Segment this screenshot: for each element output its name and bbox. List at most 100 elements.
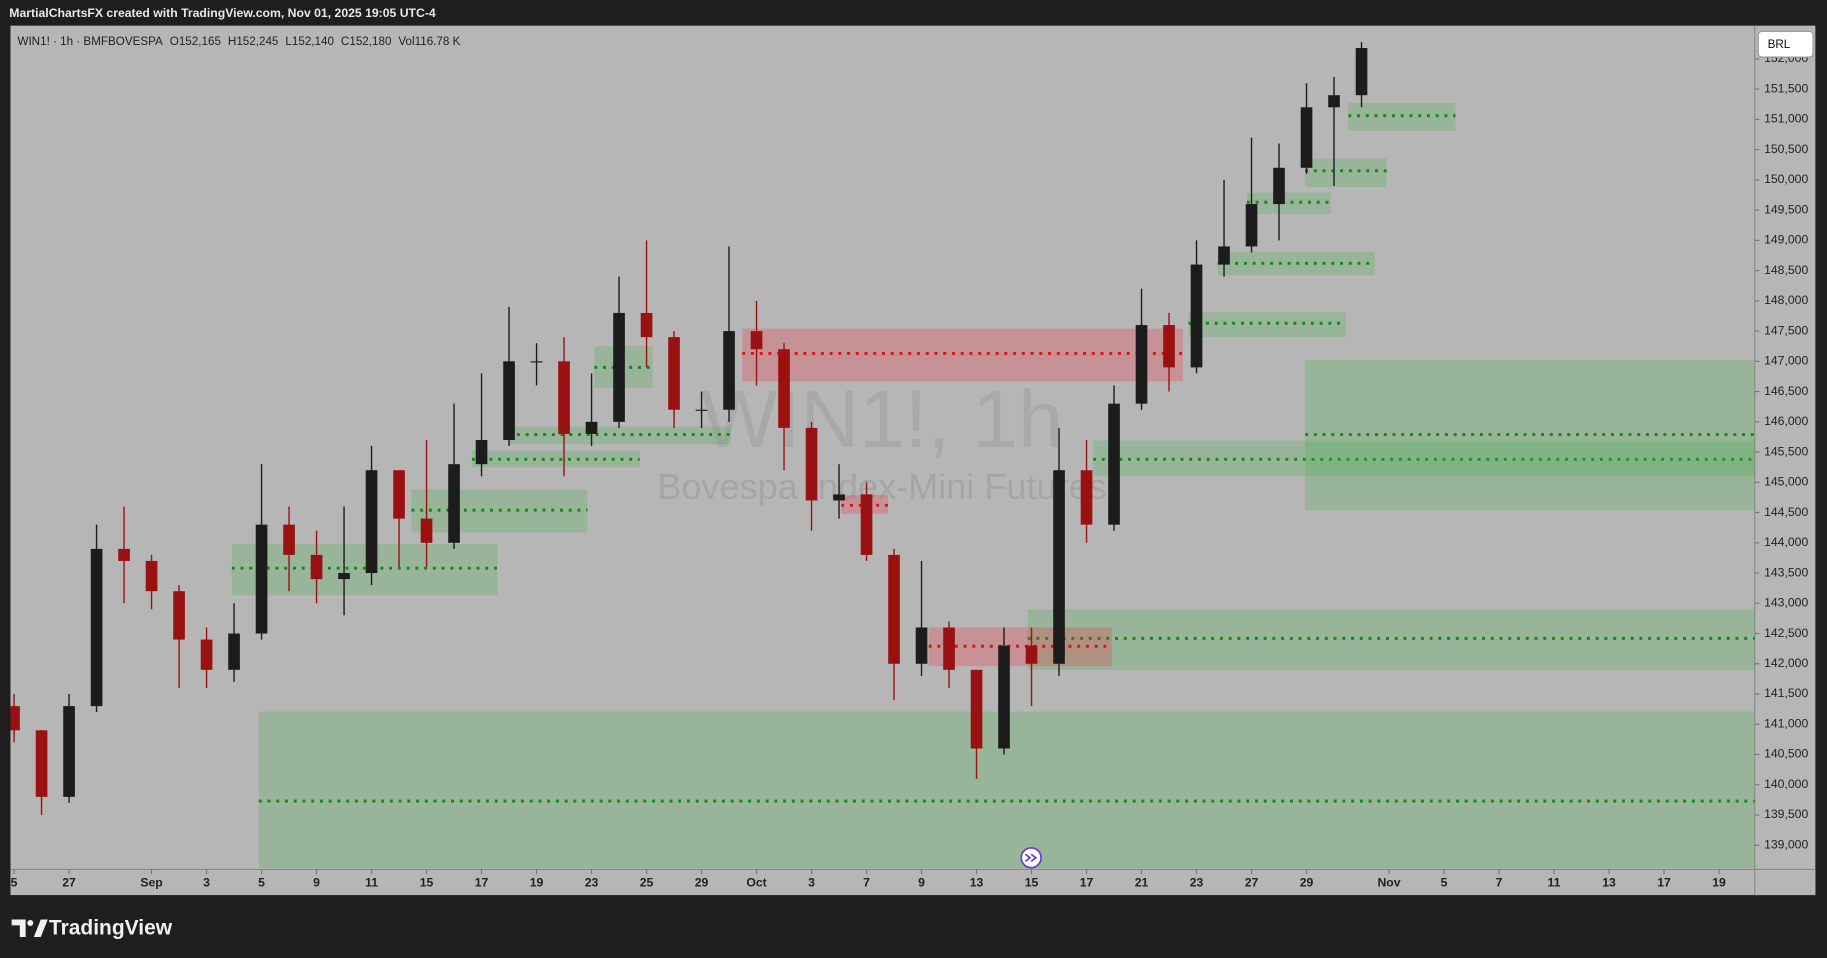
candle-body xyxy=(998,645,1010,749)
x-tick-label: 19 xyxy=(1712,876,1726,890)
x-tick-label: 17 xyxy=(1080,876,1094,890)
x-tick-label: 17 xyxy=(475,876,489,890)
x-tick-label: Oct xyxy=(746,876,766,890)
candle-body xyxy=(283,524,295,555)
candle-body xyxy=(805,427,818,501)
y-tick-label: 139,000 xyxy=(1764,837,1808,851)
logo-shape xyxy=(27,920,34,927)
candle-body xyxy=(613,312,625,422)
y-tick-label: 146,000 xyxy=(1764,414,1808,428)
legend-key: L xyxy=(285,35,292,48)
x-tick-label: 25 xyxy=(640,876,654,890)
candle-body xyxy=(530,361,543,363)
candle-body xyxy=(888,554,900,664)
candle-body xyxy=(448,464,460,543)
x-tick-label: Nov xyxy=(1377,876,1400,890)
x-tick-label: 15 xyxy=(1025,876,1039,890)
legend-key: Vol xyxy=(398,35,414,48)
candle-body xyxy=(228,633,240,670)
candle-body xyxy=(365,470,378,574)
zone xyxy=(508,426,731,445)
candle-body xyxy=(585,421,598,434)
candle-body xyxy=(310,554,323,580)
x-tick-label: 27 xyxy=(1245,876,1259,890)
price-axis xyxy=(1754,25,1816,896)
x-tick-label: 17 xyxy=(1657,876,1671,890)
candle-body xyxy=(420,518,433,543)
candle-body xyxy=(668,337,680,410)
legend-symbol: WIN1! · 1h · BMFBOVESPA xyxy=(17,35,163,48)
y-tick-label: 143,500 xyxy=(1764,565,1808,579)
y-tick-label: 139,500 xyxy=(1764,807,1808,821)
legend-key: O xyxy=(170,35,179,48)
logo-shape xyxy=(11,919,26,938)
x-tick-label: 29 xyxy=(695,876,709,890)
time-axis xyxy=(10,869,1816,896)
candle-body xyxy=(860,494,873,555)
y-tick-label: 143,000 xyxy=(1764,596,1808,610)
y-tick-label: 141,000 xyxy=(1764,716,1808,730)
y-tick-label: 150,000 xyxy=(1764,172,1808,186)
legend-value: 152,245 xyxy=(236,35,278,48)
y-tick-label: 148,500 xyxy=(1764,263,1808,277)
candle-body xyxy=(778,349,790,428)
y-tick-label: 144,000 xyxy=(1764,535,1808,549)
y-tick-label: 151,000 xyxy=(1764,112,1808,126)
watermark-subtitle: Bovespa Index-Mini Futures xyxy=(657,466,1107,507)
candle-body xyxy=(915,627,928,664)
x-tick-label: 11 xyxy=(365,876,378,890)
x-tick-label: 9 xyxy=(918,876,925,890)
y-tick-label: 142,000 xyxy=(1764,656,1808,670)
candle-body xyxy=(338,573,350,580)
x-tick-label: 5 xyxy=(11,876,18,890)
candle-body xyxy=(10,706,20,731)
x-tick-label: 7 xyxy=(863,876,870,890)
x-tick-label: 9 xyxy=(313,876,320,890)
candle-body xyxy=(1245,204,1258,247)
candle-body xyxy=(1025,645,1038,664)
zone xyxy=(1027,609,1755,670)
currency-button[interactable] xyxy=(1757,30,1814,58)
axes: 139,000 139,500 140,000 140,500 141,000 141,5… xyxy=(11,35,1809,890)
y-tick-label: 141,500 xyxy=(1764,686,1808,700)
legend-value: 152,165 xyxy=(179,35,221,48)
watermark-title: WIN1!, 1h xyxy=(701,374,1064,465)
candle-body xyxy=(173,591,185,640)
y-tick-label: 149,500 xyxy=(1764,202,1808,216)
legend-key: H xyxy=(228,35,236,48)
x-tick-label: 3 xyxy=(808,876,815,890)
x-tick-label: 27 xyxy=(62,876,76,890)
candle-body xyxy=(723,331,735,410)
zone xyxy=(471,450,640,468)
x-tick-label: 11 xyxy=(1548,876,1561,890)
candle-body xyxy=(1273,167,1285,205)
zone xyxy=(928,627,1112,667)
y-tick-label: 140,500 xyxy=(1764,747,1808,761)
x-tick-label: 21 xyxy=(1135,876,1149,890)
zone xyxy=(1188,312,1346,338)
y-tick-label: 148,000 xyxy=(1764,293,1808,307)
candle-body xyxy=(1190,264,1203,368)
candle-body xyxy=(475,439,488,465)
x-tick-label: 5 xyxy=(1441,876,1448,890)
zone xyxy=(1217,251,1375,276)
candle-body xyxy=(1080,470,1093,525)
header-title: MartialChartsFX created with TradingView… xyxy=(9,6,436,20)
candle-body xyxy=(1163,325,1175,368)
logo-shape xyxy=(33,919,48,938)
x-tick-label: 29 xyxy=(1300,876,1314,890)
y-tick-label: 151,500 xyxy=(1764,81,1808,95)
x-tick-label: 5 xyxy=(258,876,265,890)
candle-body xyxy=(943,627,955,670)
x-tick-label: Sep xyxy=(140,876,162,890)
candle-body xyxy=(255,524,268,634)
legend: WIN1! · 1h · BMFBOVESPA O152,165 H152,245 L… xyxy=(17,35,460,48)
x-tick-label: 13 xyxy=(1602,876,1616,890)
x-tick-label: 3 xyxy=(203,876,210,890)
candle-body xyxy=(200,639,213,670)
zone xyxy=(1305,158,1387,188)
candle-body xyxy=(1300,107,1313,168)
candle-body xyxy=(833,494,845,501)
candle-body xyxy=(640,312,653,338)
